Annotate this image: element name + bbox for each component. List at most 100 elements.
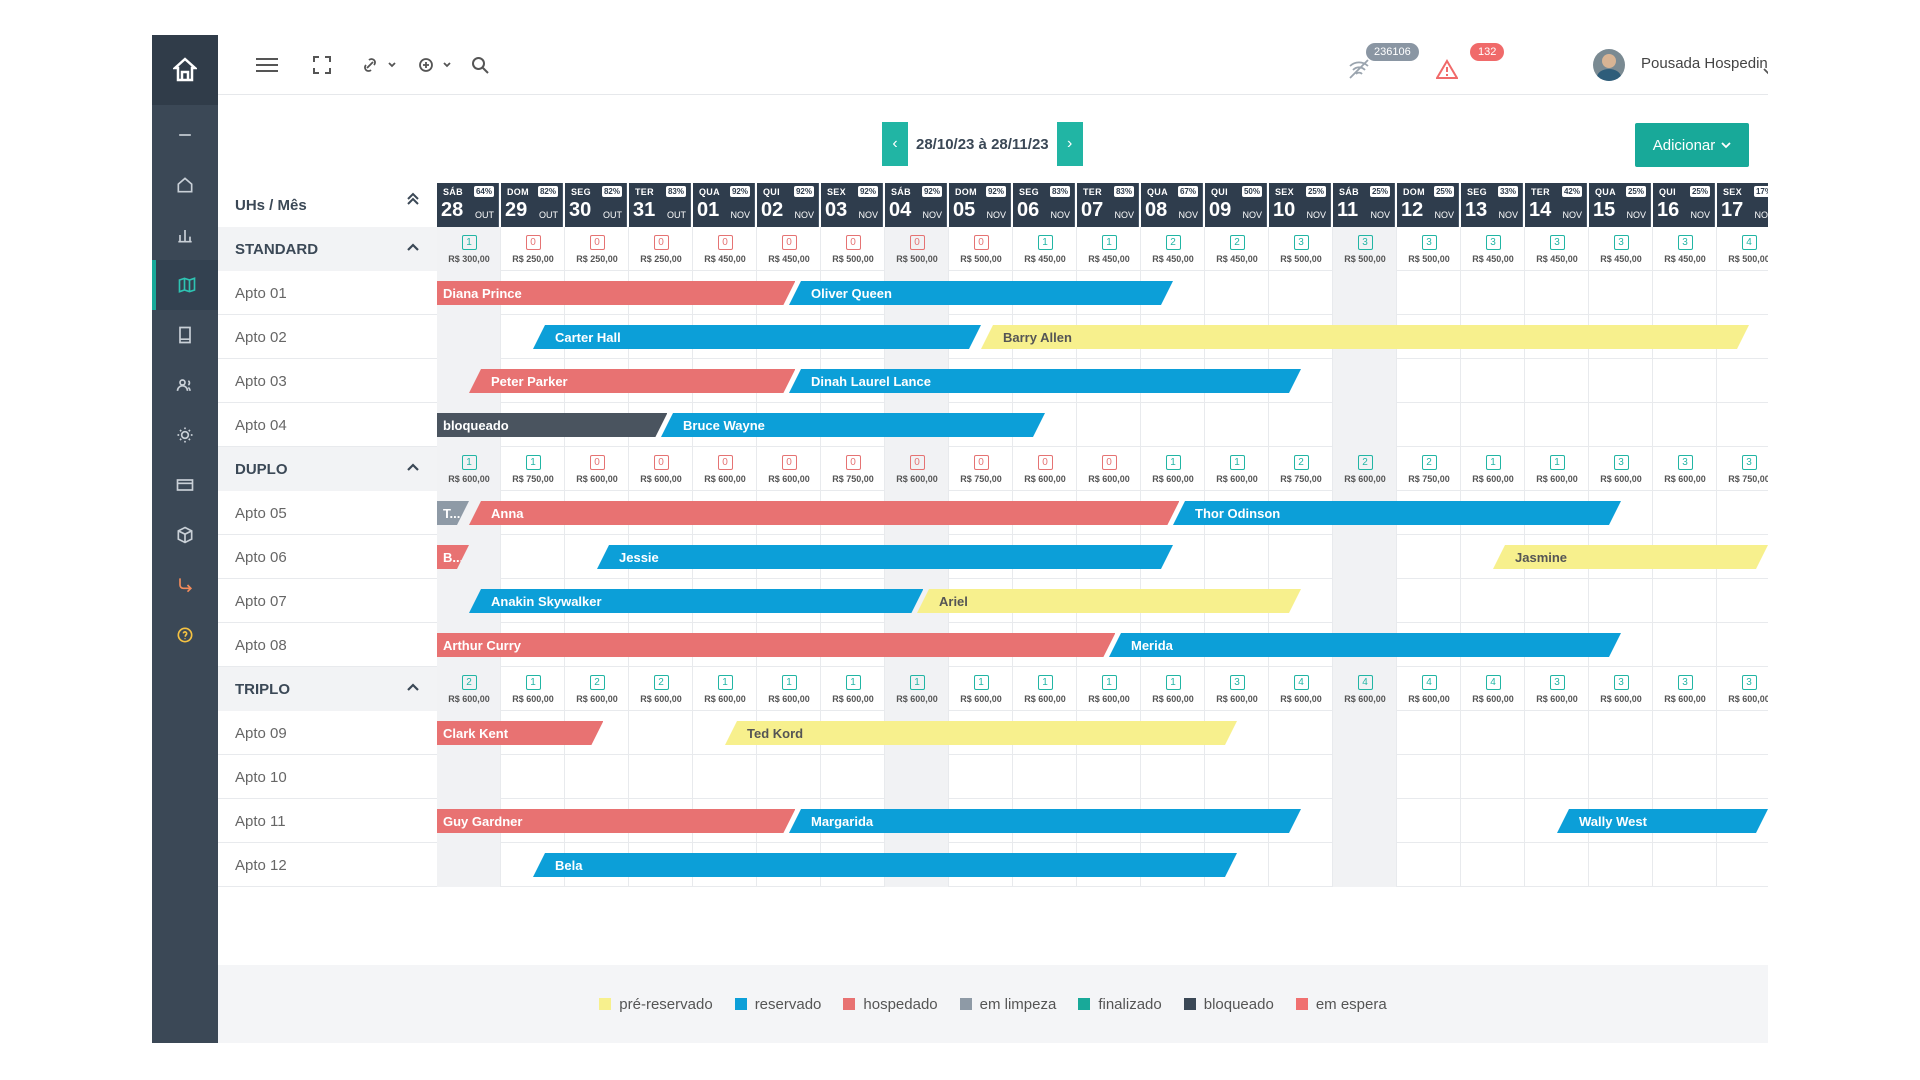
day-cell[interactable] — [1397, 843, 1461, 887]
day-header[interactable]: QUA 67% 08 NOV — [1141, 183, 1203, 227]
day-cell[interactable] — [1397, 535, 1461, 579]
day-cell[interactable] — [1461, 271, 1525, 315]
day-cell[interactable] — [1333, 271, 1397, 315]
day-cell[interactable] — [1717, 403, 1768, 447]
availability-cell[interactable]: 3 R$ 450,00 — [1525, 227, 1589, 271]
day-cell[interactable] — [1141, 403, 1205, 447]
sidebar-item-map[interactable] — [152, 260, 218, 310]
day-cell[interactable] — [1717, 843, 1768, 887]
reservation-bar[interactable]: Carter Hall — [533, 325, 981, 349]
day-cell[interactable] — [1013, 755, 1077, 799]
sidebar-item-book[interactable] — [152, 310, 218, 360]
availability-cell[interactable]: 0 R$ 600,00 — [885, 447, 949, 491]
availability-cell[interactable]: 1 R$ 600,00 — [501, 667, 565, 711]
day-cell[interactable] — [1589, 491, 1653, 535]
day-cell[interactable] — [1205, 403, 1269, 447]
sidebar-item-users[interactable] — [152, 360, 218, 410]
menu-icon[interactable] — [256, 53, 278, 77]
availability-cell[interactable]: 0 R$ 750,00 — [949, 447, 1013, 491]
day-header[interactable]: SÁB 25% 11 NOV — [1333, 183, 1395, 227]
day-cell[interactable] — [1205, 755, 1269, 799]
link-icon[interactable] — [363, 53, 397, 77]
availability-cell[interactable]: 1 R$ 450,00 — [1077, 227, 1141, 271]
day-cell[interactable] — [821, 755, 885, 799]
day-cell[interactable] — [1333, 799, 1397, 843]
day-cell[interactable] — [1397, 579, 1461, 623]
availability-cell[interactable]: 3 R$ 600,00 — [1653, 667, 1717, 711]
chevron-up-icon[interactable] — [406, 460, 420, 475]
day-cell[interactable] — [1461, 359, 1525, 403]
availability-cell[interactable]: 0 R$ 500,00 — [821, 227, 885, 271]
room-name[interactable]: Apto 06 — [235, 548, 287, 566]
availability-cell[interactable]: 0 R$ 600,00 — [1013, 447, 1077, 491]
sidebar-item-card[interactable] — [152, 460, 218, 510]
day-cell[interactable] — [1269, 535, 1333, 579]
day-cell[interactable] — [885, 755, 949, 799]
reservation-bar[interactable]: Bela — [533, 853, 1237, 877]
day-cell[interactable] — [1333, 403, 1397, 447]
day-header[interactable]: SÁB 92% 04 NOV — [885, 183, 947, 227]
day-cell[interactable] — [1653, 579, 1717, 623]
day-cell[interactable] — [1461, 711, 1525, 755]
day-cell[interactable] — [1141, 535, 1205, 579]
day-cell[interactable] — [1333, 711, 1397, 755]
day-cell[interactable] — [1717, 271, 1768, 315]
day-cell[interactable] — [1269, 843, 1333, 887]
day-cell[interactable] — [1397, 271, 1461, 315]
sidebar-item-box[interactable] — [152, 510, 218, 560]
availability-cell[interactable]: 1 R$ 600,00 — [693, 667, 757, 711]
reservation-bar[interactable]: Margarida — [789, 809, 1301, 833]
day-cell[interactable] — [1397, 799, 1461, 843]
day-cell[interactable] — [1589, 359, 1653, 403]
sidebar-item-home[interactable] — [152, 160, 218, 210]
room-name[interactable]: Apto 11 — [235, 812, 286, 830]
day-cell[interactable] — [1653, 491, 1717, 535]
day-cell[interactable] — [1333, 755, 1397, 799]
day-cell[interactable] — [757, 755, 821, 799]
availability-cell[interactable]: 0 R$ 600,00 — [629, 447, 693, 491]
availability-cell[interactable]: 1 R$ 600,00 — [821, 667, 885, 711]
day-cell[interactable] — [1525, 403, 1589, 447]
availability-cell[interactable]: 0 R$ 600,00 — [757, 447, 821, 491]
room-name[interactable]: Apto 10 — [235, 768, 287, 786]
reservation-bar[interactable]: Dinah Laurel Lance — [789, 369, 1301, 393]
day-cell[interactable] — [437, 315, 501, 359]
availability-cell[interactable]: 2 R$ 750,00 — [1269, 447, 1333, 491]
day-header[interactable]: DOM 25% 12 NOV — [1397, 183, 1459, 227]
warning-icon[interactable] — [1436, 57, 1458, 81]
availability-cell[interactable]: 3 R$ 450,00 — [1461, 227, 1525, 271]
room-name[interactable]: Apto 09 — [235, 724, 287, 742]
availability-cell[interactable]: 1 R$ 600,00 — [437, 447, 501, 491]
day-cell[interactable] — [1205, 271, 1269, 315]
chevron-down-icon[interactable] — [1763, 59, 1768, 83]
day-cell[interactable] — [629, 711, 693, 755]
prev-period-button[interactable]: ‹ — [882, 122, 908, 166]
availability-cell[interactable]: 2 R$ 600,00 — [629, 667, 693, 711]
reservation-bar[interactable]: bloqueado — [437, 413, 667, 437]
day-cell[interactable] — [501, 535, 565, 579]
day-cell[interactable] — [1333, 359, 1397, 403]
availability-cell[interactable]: 1 R$ 600,00 — [1461, 447, 1525, 491]
day-cell[interactable] — [1141, 271, 1205, 315]
day-cell[interactable] — [1589, 843, 1653, 887]
sidebar-item-help[interactable] — [152, 610, 218, 660]
reservation-bar[interactable]: Ariel — [917, 589, 1301, 613]
category-name[interactable]: STANDARD — [218, 227, 437, 271]
day-cell[interactable] — [1525, 579, 1589, 623]
day-cell[interactable] — [1013, 403, 1077, 447]
availability-cell[interactable]: 1 R$ 600,00 — [885, 667, 949, 711]
day-cell[interactable] — [501, 755, 565, 799]
availability-cell[interactable]: 0 R$ 450,00 — [693, 227, 757, 271]
fullscreen-icon[interactable] — [313, 53, 331, 77]
day-cell[interactable] — [1525, 359, 1589, 403]
room-name[interactable]: Apto 07 — [235, 592, 287, 610]
availability-cell[interactable]: 0 R$ 250,00 — [629, 227, 693, 271]
reservation-bar[interactable]: Jasmine — [1493, 545, 1768, 569]
day-cell[interactable] — [1461, 579, 1525, 623]
day-cell[interactable] — [1141, 755, 1205, 799]
availability-cell[interactable]: 1 R$ 600,00 — [1013, 667, 1077, 711]
day-cell[interactable] — [1461, 755, 1525, 799]
day-cell[interactable] — [1461, 403, 1525, 447]
availability-cell[interactable]: 4 R$ 600,00 — [1397, 667, 1461, 711]
logo[interactable] — [152, 35, 218, 105]
